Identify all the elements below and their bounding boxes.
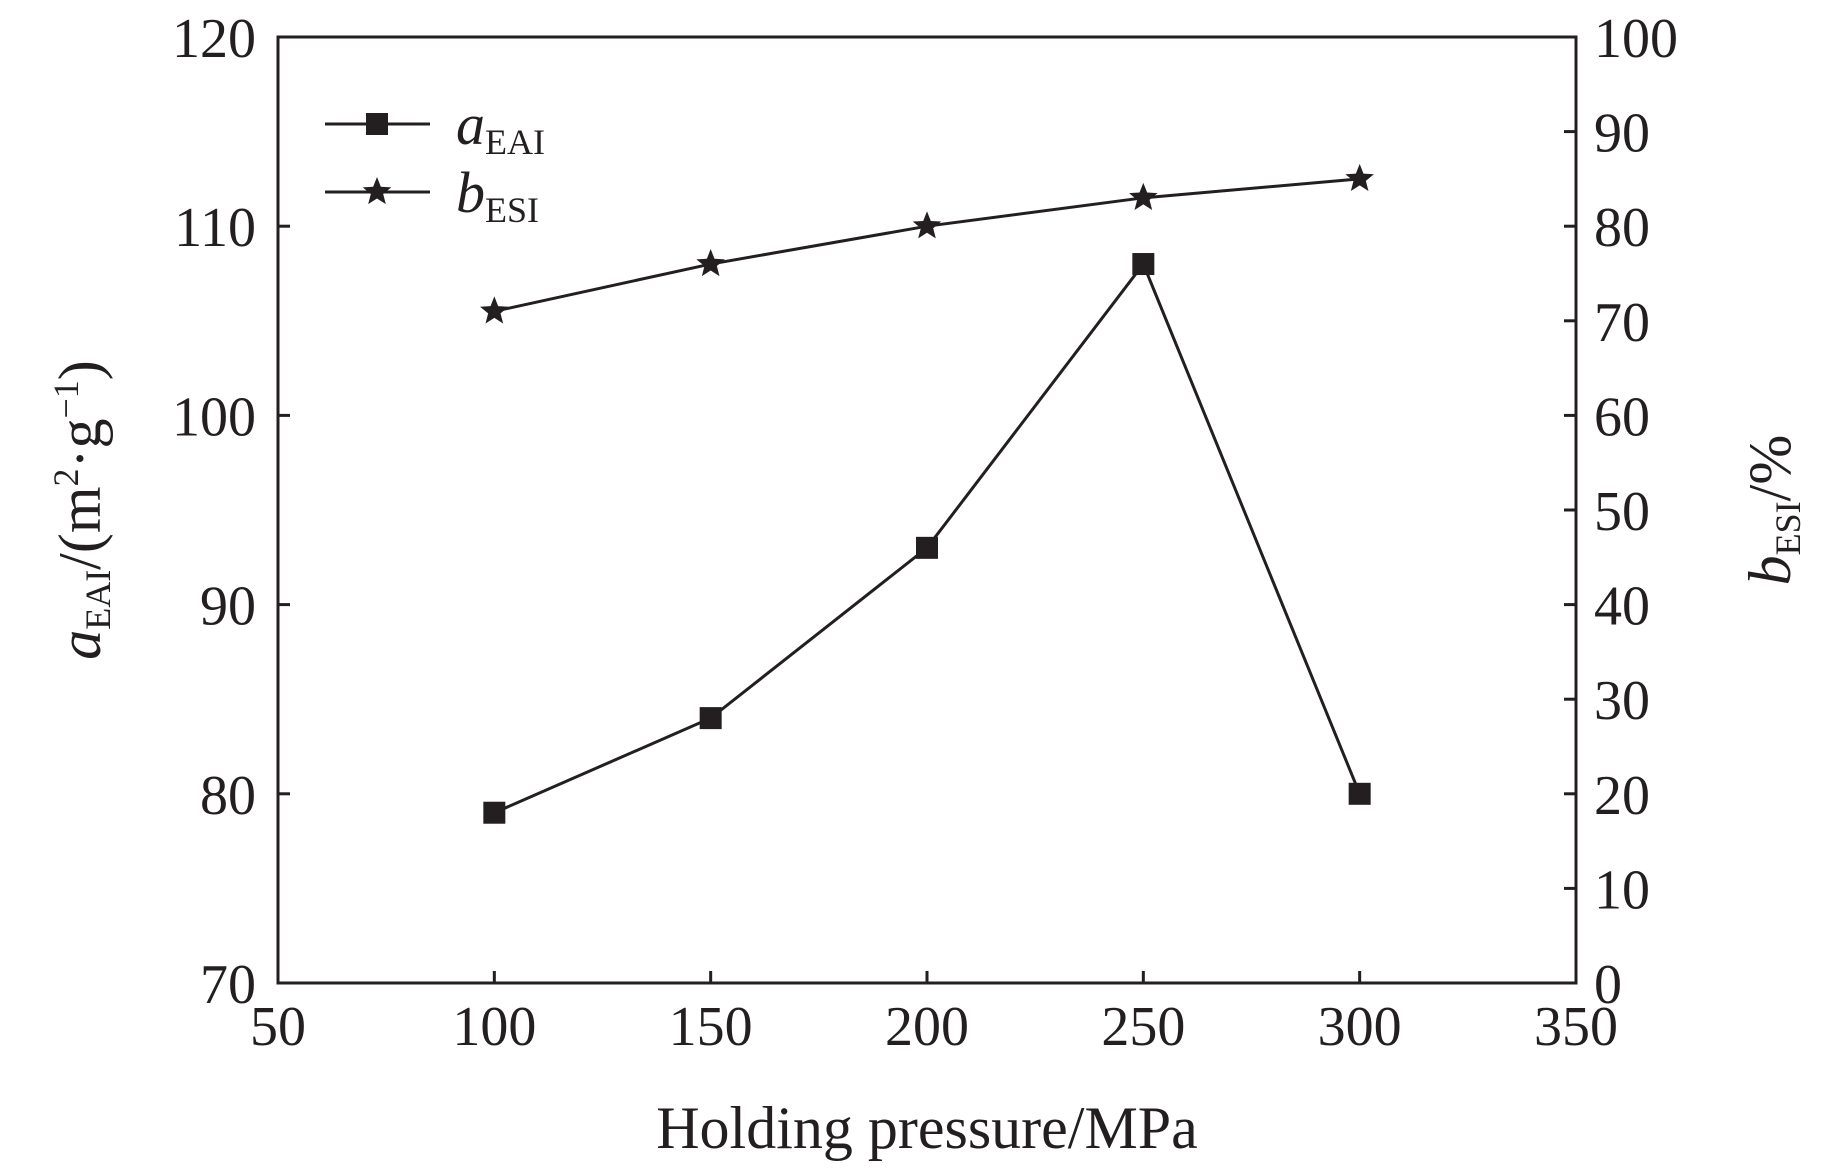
x-axis-ticks: 50 100 150 200 250 300 350 [250,971,1618,1058]
data-point-bESI-100 [480,296,509,324]
y-left-label-symbol: a [47,630,113,660]
y-right-tick-label-100: 100 [1594,8,1678,70]
y-right-tick-label-20: 20 [1594,765,1650,827]
x-tick-label-150: 150 [669,996,753,1058]
y-right-label-subscript: ESI [1768,501,1808,555]
data-point-bESI-200 [912,211,942,239]
y-right-tick-label-50: 50 [1594,481,1650,543]
legend-bESI-subscript: ESI [485,190,539,230]
y-right-tick-label-80: 80 [1594,197,1650,259]
data-point-aEAI-150 [699,707,722,730]
data-point-bESI-250 [1129,182,1158,210]
legend-bESI-symbol: b [456,160,485,225]
y-right-tick-label-70: 70 [1594,292,1650,354]
x-tick-label-300: 300 [1318,996,1402,1058]
x-axis-label: Holding pressure/MPa [656,1095,1198,1161]
data-point-aEAI-100 [483,801,506,824]
x-tick-label-200: 200 [885,996,969,1058]
x-tick-label-250: 250 [1101,996,1185,1058]
data-point-aEAI-250 [1132,253,1155,276]
plot-area-frame [276,35,1578,985]
y-left-label-unit-sup1: 2 [46,468,86,486]
y-left-label-unit-sup2: −1 [46,380,86,418]
y-left-tick-label-80: 80 [200,765,256,827]
x-tick-label-100: 100 [452,996,536,1058]
x-tick-label-350: 350 [1534,996,1618,1058]
data-point-bESI-150 [696,249,725,277]
y-right-tick-label-30: 30 [1594,670,1650,732]
y-right-tick-label-10: 10 [1594,859,1650,921]
y-left-axis-label: aEAI/(m2·g−1) [46,360,118,660]
y-right-tick-label-0: 0 [1594,954,1622,1016]
y-left-label-unit-open: /(m [47,486,113,569]
y-left-axis-ticks: 70 80 90 100 110 120 [172,8,290,1016]
y-right-axis-ticks: 0 10 20 30 40 50 60 70 80 90 100 [1564,8,1678,1016]
x-tick-label-50: 50 [250,996,306,1058]
y-right-tick-label-60: 60 [1594,386,1650,448]
legend-aEAI-subscript: EAI [485,122,545,162]
y-left-label-unit-close: ) [47,360,113,380]
legend-aEAI-symbol: a [456,92,485,157]
y-right-tick-label-40: 40 [1594,576,1650,638]
data-point-aEAI-200 [916,536,938,559]
legend-marker-star [362,177,392,205]
y-left-tick-label-100: 100 [172,386,256,448]
series-layer [480,163,1374,824]
y-left-tick-label-120: 120 [172,8,256,70]
legend-label-bESI: bESI [456,160,539,230]
data-point-bESI-300 [1345,163,1374,192]
y-right-tick-label-90: 90 [1594,103,1650,165]
y-right-label-symbol: b [1737,555,1803,585]
legend-label-aEAI: aEAI [456,92,545,162]
y-left-tick-label-90: 90 [200,576,256,638]
legend: aEAI bESI [325,92,545,230]
data-point-aEAI-300 [1348,782,1371,805]
legend-marker-square [366,113,388,135]
y-left-tick-label-70: 70 [200,954,256,1016]
y-left-label-subscript: EAI [78,570,118,630]
y-left-tick-label-110: 110 [174,197,256,259]
y-left-label-unit-mid: ·g [47,419,113,469]
y-right-label-unit: /% [1737,435,1803,502]
y-right-axis-label: bESI/% [1737,435,1808,586]
